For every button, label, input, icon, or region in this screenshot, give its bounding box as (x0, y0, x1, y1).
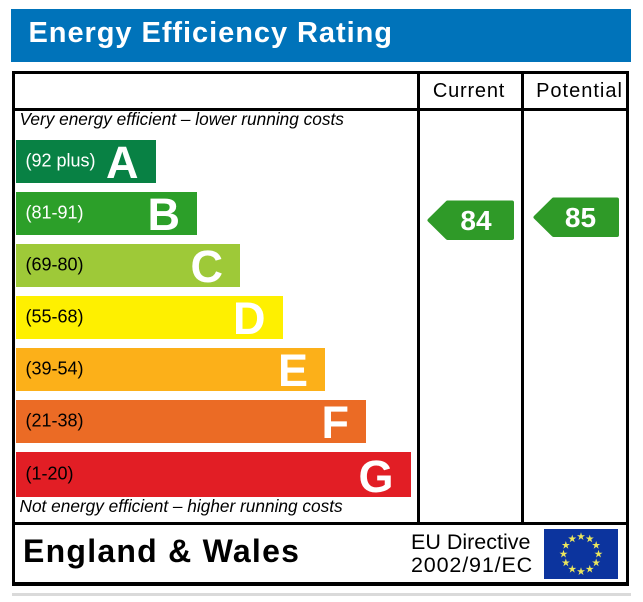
svg-text:85: 85 (565, 202, 596, 233)
svg-text:84: 84 (460, 205, 492, 236)
